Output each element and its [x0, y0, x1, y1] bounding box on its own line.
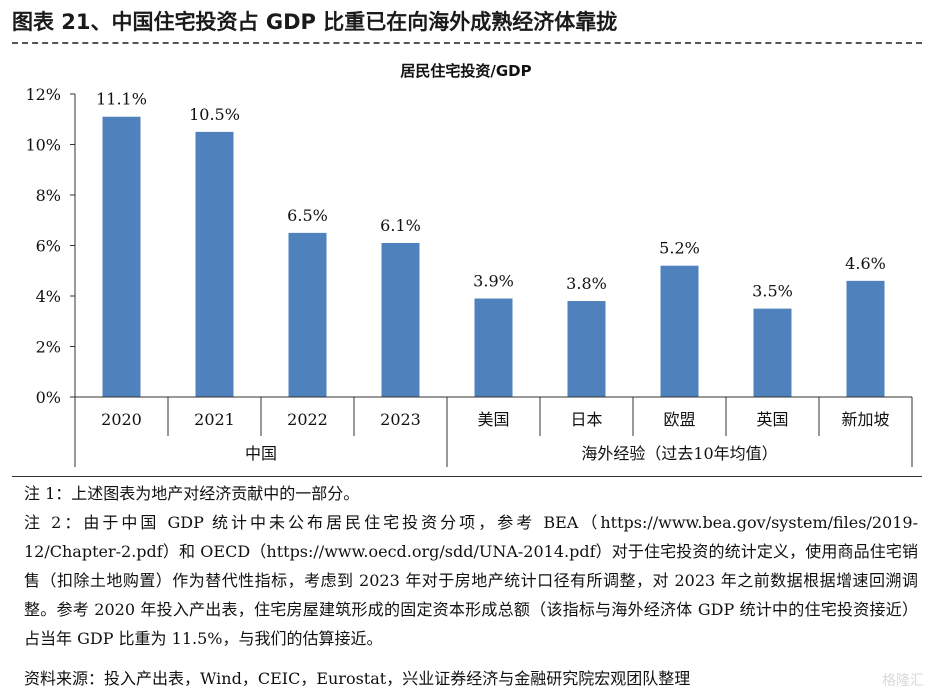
watermark: 格隆汇 — [882, 673, 924, 689]
y-tick-label: 4% — [36, 287, 61, 306]
bar-chart: 居民住宅投资/GDP 0% 2% 4% 6% 8% 10% 12% 11.1% 10.5% 6.… — [25, 62, 913, 467]
y-tick-label: 10% — [25, 136, 61, 155]
y-tick-label: 8% — [36, 186, 61, 205]
data-label: 3.8% — [566, 274, 607, 293]
category-label: 欧盟 — [663, 410, 695, 429]
bar — [195, 131, 234, 397]
chart-title: 居民住宅投资/GDP — [400, 62, 531, 80]
bar — [753, 308, 792, 397]
y-tick-label: 6% — [36, 237, 61, 256]
data-label: 11.1% — [96, 90, 147, 109]
y-axis: 0% 2% 4% 6% 8% 10% 12% — [25, 85, 76, 407]
data-label: 3.9% — [473, 272, 514, 291]
data-label: 5.2% — [659, 239, 700, 258]
data-label: 6.1% — [380, 216, 421, 235]
bar — [102, 116, 141, 397]
category-label: 2022 — [287, 410, 328, 429]
y-tick-label: 12% — [25, 85, 61, 104]
figure-title: 图表 21、中国住宅投资占 GDP 比重已在向海外成熟经济体靠拢 — [12, 10, 618, 34]
bar — [474, 298, 513, 397]
bar — [660, 265, 699, 397]
bar — [381, 242, 420, 397]
category-label: 美国 — [477, 410, 509, 429]
bar — [846, 280, 885, 397]
source-line: 资料来源：投入产出表，Wind，CEIC，Eurostat，兴业证券经济与金融研… — [24, 669, 691, 688]
y-tick-label: 2% — [36, 338, 61, 357]
data-label: 3.5% — [752, 282, 793, 301]
bar — [567, 301, 606, 397]
note-1: 注 1：上述图表为地产对经济贡献中的一部分。 — [24, 484, 360, 503]
data-label: 10.5% — [189, 105, 240, 124]
group-label: 中国 — [245, 444, 277, 463]
group-label: 海外经验（过去10年均值） — [581, 444, 777, 463]
bar — [288, 232, 327, 397]
data-label: 6.5% — [287, 206, 328, 225]
category-label: 2021 — [194, 410, 235, 429]
bars: 11.1% 10.5% 6.5% 6.1% 3.9% 3.8% 5.2% 3.5% 4.6% — [96, 90, 886, 397]
category-label: 2023 — [380, 410, 421, 429]
note-2: 注 2：由于中国 GDP 统计中未公布居民住宅投资分项，参考 BEA（https… — [24, 513, 918, 648]
category-label: 2020 — [101, 410, 142, 429]
category-label: 新加坡 — [841, 410, 889, 429]
data-label: 4.6% — [845, 254, 886, 273]
category-label: 英国 — [756, 410, 788, 429]
title-divider — [12, 42, 922, 44]
notes-divider — [12, 476, 922, 477]
y-tick-label: 0% — [36, 388, 61, 407]
category-label: 日本 — [570, 410, 602, 429]
